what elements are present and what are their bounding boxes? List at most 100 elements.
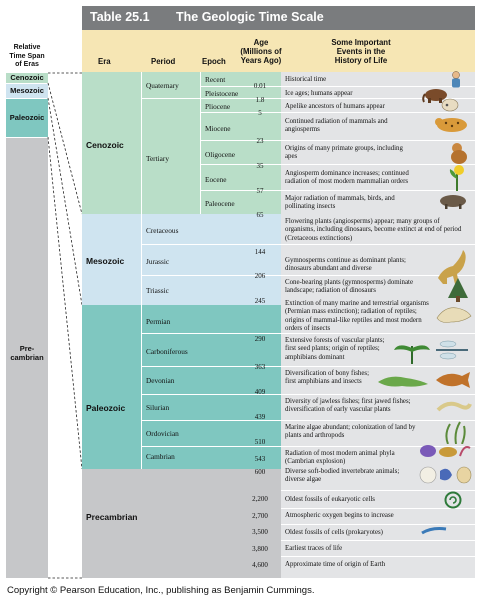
period-triassic: Triassic [146,286,169,295]
age-600: 600 [254,468,266,476]
header-period: Period [151,57,176,66]
period-quaternary: Quaternary [146,81,179,90]
era-label-paleozoic: Paleozoic [86,403,126,413]
header-events-line2: Events in the [336,47,386,56]
header-age: Age (Millions of Years Ago) [238,38,284,65]
row-divider-jurassic [141,275,475,276]
era-label-cenozoic: Cenozoic [86,140,124,150]
early-mammal-icon [440,195,466,209]
mammal-like-reptile-icon [436,307,472,323]
header-era: Era [98,57,111,66]
event-devonian: Diversification of bony fishes; first am… [285,370,370,386]
row-divider-pliocene [200,112,475,113]
human-figure-icon [452,71,460,88]
row-divider-silurian [141,420,475,421]
period-carboniferous: Carboniferous [146,347,188,356]
age-0-01: 0.01 [253,82,267,90]
age-2200: 2,200 [252,495,268,503]
event-3500: Oldest fossils of cells (prokaryotes) [285,529,383,536]
epoch-oligocene: Oligocene [205,150,235,159]
copyright-notice: Copyright © Pearson Education, Inc., pub… [7,585,315,596]
event-permian: Extinction of many marine and terrestria… [285,300,429,333]
epoch-pliocene: Pliocene [205,102,231,111]
soft-bodied-invertebrates-icon [419,466,472,484]
table-header [82,30,475,72]
row-divider-cretaceous [141,244,475,245]
header-events-line1: Some Important [331,38,391,47]
span-precambrian-line2: cambrian [10,353,44,362]
era-label-mesozoic: Mesozoic [86,256,125,266]
event-jurassic: Gymnosperms continue as dominant plants;… [285,257,406,273]
fern-plant-icon [394,345,430,364]
age-57: 57 [256,187,264,195]
cambrian-animals-icon [420,445,471,457]
jawless-fish-icon [436,401,472,412]
age-409: 409 [254,388,266,396]
event-cambrian: Radiation of most modern animal phyla (C… [285,450,395,466]
row-divider-carboniferous [141,366,475,367]
age-65: 65 [256,211,264,219]
event-carboniferous: Extensive forests of vascular plants; fi… [285,337,385,361]
epoch-eocene: Eocene [205,175,227,184]
event-2200: Oldest fossils of eukaryotic cells [285,496,375,503]
event-recent: Historical time [285,76,327,83]
header-age-line2: (Millions of [240,47,282,56]
hominid-skull-icon [441,98,459,112]
table-title: The Geologic Time Scale [176,10,324,24]
relative-span-title: Relative Time Span of Eras [6,44,48,70]
age-5: 5 [258,109,262,117]
row-divider-permian [141,333,475,334]
row-divider-2700 [281,524,475,525]
period-silurian: Silurian [146,403,170,412]
period-permian: Permian [146,317,171,326]
period-devonian: Devonian [146,376,175,385]
age-439: 439 [254,413,266,421]
events-panel [281,72,475,578]
age-3500: 3,500 [252,528,268,536]
row-divider-3800 [281,556,475,557]
age-206: 206 [254,272,266,280]
row-divider-3500 [281,540,475,541]
header-age-line3: Years Ago) [240,56,282,65]
period-jurassic: Jurassic [146,257,170,266]
relative-span-title-line1: Relative [13,44,41,51]
row-divider-eocene [200,190,475,191]
row-divider-recent [200,86,475,87]
conifer-icon [448,278,468,302]
age-2700: 2,700 [252,512,268,520]
bony-fish-icon [436,372,470,388]
event-paleocene: Major radiation of mammals, birds, and p… [285,195,395,211]
row-divider-600 [281,490,475,491]
woolly-mammoth-icon [422,89,447,103]
event-pliocene: Apelike ancestors of humans appear [285,103,385,110]
relative-span-title-line3: of Eras [15,61,39,68]
relative-span-title-line2: Time Span [9,52,45,60]
era-label-precambrian: Precambrian [86,512,138,522]
epoch-recent: Recent [205,75,226,84]
row-divider-quaternary [141,98,475,99]
period-cambrian: Cambrian [146,452,175,461]
dinosaur-icon [438,250,466,284]
period-cretaceous: Cretaceous [146,226,179,235]
span-precambrian-line1: Pre- [19,344,35,353]
row-divider-2200 [281,508,475,509]
header-events-line3: History of Life [334,56,388,65]
age-35: 35 [256,162,264,170]
header-epoch: Epoch [202,57,226,66]
primate-icon [451,143,467,164]
cat-predator-icon [435,118,467,132]
event-2700: Atmospheric oxygen begins to increase [285,512,394,519]
dragonfly-icon [436,340,468,360]
epoch-column-divider [200,72,201,214]
age-144: 144 [254,248,266,256]
event-ordovician: Marine algae abundant; colonization of l… [285,424,416,440]
event-oligocene: Origins of many primate groups, includin… [285,145,403,161]
age-4600: 4,600 [252,561,268,569]
row-divider-ordovician [141,446,475,447]
event-miocene: Continued radiation of mammals and angio… [285,118,388,134]
age-3800: 3,800 [252,545,268,553]
age-363: 363 [254,363,266,371]
event-600: Diverse soft-bodied invertebrate animals… [285,468,400,484]
span-precambrian: Pre- cambrian [6,138,48,578]
